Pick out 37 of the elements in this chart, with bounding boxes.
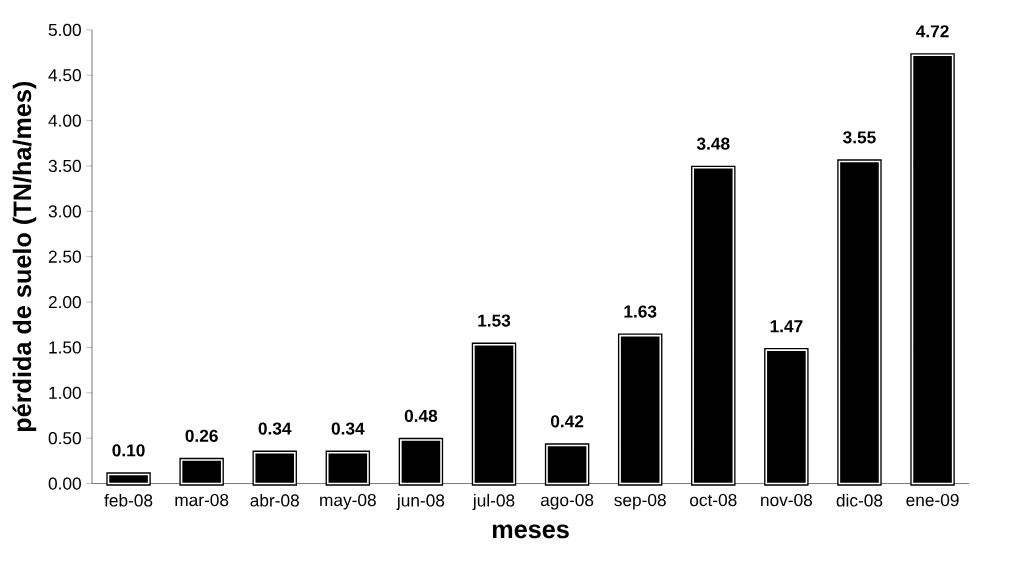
- data-label: 3.48: [696, 137, 730, 150]
- data-label: 4.72: [916, 25, 949, 38]
- x-tick-label: ago-08: [540, 493, 594, 510]
- x-tick-label: ene-09: [906, 493, 959, 507]
- x-tick-label: mar-08: [175, 493, 229, 507]
- data-label: 1.47: [770, 320, 803, 333]
- x-tick-label: nov-08: [761, 493, 813, 507]
- x-tick-label: feb-08: [104, 493, 153, 507]
- data-label: 0.10: [112, 444, 145, 457]
- data-label: 0.48: [404, 409, 438, 422]
- y-tick-label: 2.50: [48, 250, 81, 263]
- data-label: 0.26: [185, 429, 218, 442]
- data-label: 3.55: [843, 131, 876, 144]
- y-tick-label: 2.00: [48, 295, 81, 309]
- data-label: 1.63: [624, 305, 657, 318]
- y-tick-label: 0.00: [48, 477, 81, 490]
- y-tick-label: 1.00: [49, 386, 81, 399]
- y-axis-title: pérdida de suelo (TN/ha/mes): [12, 81, 37, 432]
- x-tick-label: jun-08: [396, 493, 445, 510]
- y-tick-label: 3.50: [48, 159, 81, 173]
- data-label: 0.34: [331, 422, 365, 435]
- data-label: 0.34: [258, 422, 292, 435]
- x-axis-title: meses: [492, 524, 569, 539]
- x-tick-label: oct-08: [690, 493, 737, 507]
- x-tick-label: jul-08: [472, 493, 515, 510]
- x-tick-label: may-08: [320, 493, 376, 510]
- x-tick-label: sep-08: [614, 493, 666, 510]
- data-label: 0.42: [550, 415, 584, 428]
- y-tick-label: 0.50: [48, 432, 81, 445]
- y-tick-label: 5.00: [48, 23, 81, 36]
- y-tick-label: 4.00: [48, 114, 81, 127]
- y-tick-label: 4.50: [48, 69, 81, 82]
- data-label: 1.53: [478, 314, 511, 327]
- y-tick-label: 1.50: [49, 341, 81, 354]
- x-tick-label: dic-08: [836, 493, 883, 507]
- x-tick-label: abr-08: [250, 493, 299, 507]
- y-tick-label: 3.00: [48, 205, 81, 218]
